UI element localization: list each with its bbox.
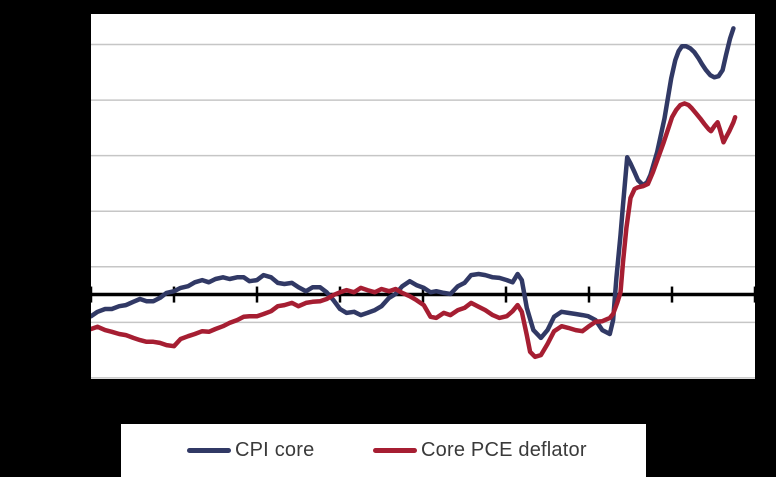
series-line-cpi-core: [91, 26, 736, 341]
legend-item-cpi-core: CPI core: [187, 424, 314, 477]
legend: CPI core Core PCE deflator: [121, 424, 646, 477]
legend-label-cpi-core: CPI core: [235, 439, 315, 461]
line-chart-svg: [91, 26, 755, 379]
core-pce-deflator-line-swatch: [373, 448, 417, 453]
legend-label-core-pce-deflator: Core PCE deflator: [421, 439, 587, 461]
series-line-core-pce-deflator: [91, 101, 738, 360]
legend-item-core-pce-deflator: Core PCE deflator: [373, 424, 587, 477]
plot-area: [91, 14, 755, 379]
cpi-core-line-swatch: [187, 448, 231, 453]
